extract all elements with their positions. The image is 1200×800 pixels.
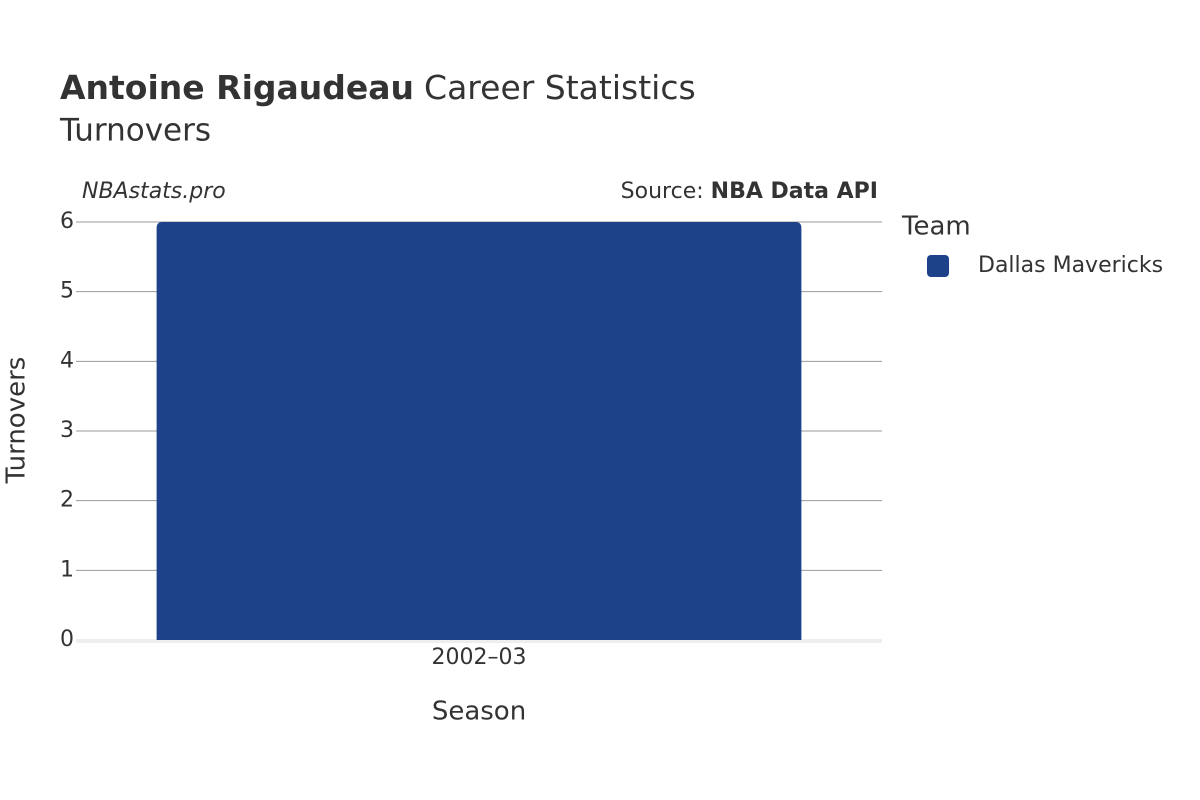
x-axis-label: Season xyxy=(432,697,526,727)
y-tick-label: 1 xyxy=(60,557,74,582)
y-tick-label: 5 xyxy=(60,279,74,304)
chart-title: Antoine Rigaudeau Career Statistics xyxy=(60,68,696,107)
source: Source: NBA Data API xyxy=(621,179,878,204)
y-tick-label: 4 xyxy=(60,348,74,373)
y-axis-label: Turnovers xyxy=(2,357,32,485)
source-prefix: Source: xyxy=(621,179,704,204)
title-bold: Antoine Rigaudeau xyxy=(60,68,414,107)
x-tick-label: 2002–03 xyxy=(432,645,527,670)
y-tick-label: 2 xyxy=(60,488,74,513)
legend-swatch xyxy=(927,255,949,277)
y-tick-label: 3 xyxy=(60,418,74,443)
legend-title: Team xyxy=(901,212,971,242)
bar xyxy=(156,222,802,640)
source-name: NBA Data API xyxy=(711,179,878,204)
title-rest: Career Statistics xyxy=(424,68,696,107)
legend-label: Dallas Mavericks xyxy=(978,253,1163,278)
y-tick-label: 6 xyxy=(60,209,74,234)
chart-subtitle: Turnovers xyxy=(59,113,211,149)
y-tick-label: 0 xyxy=(60,627,74,652)
watermark: NBAstats.pro xyxy=(82,179,226,204)
